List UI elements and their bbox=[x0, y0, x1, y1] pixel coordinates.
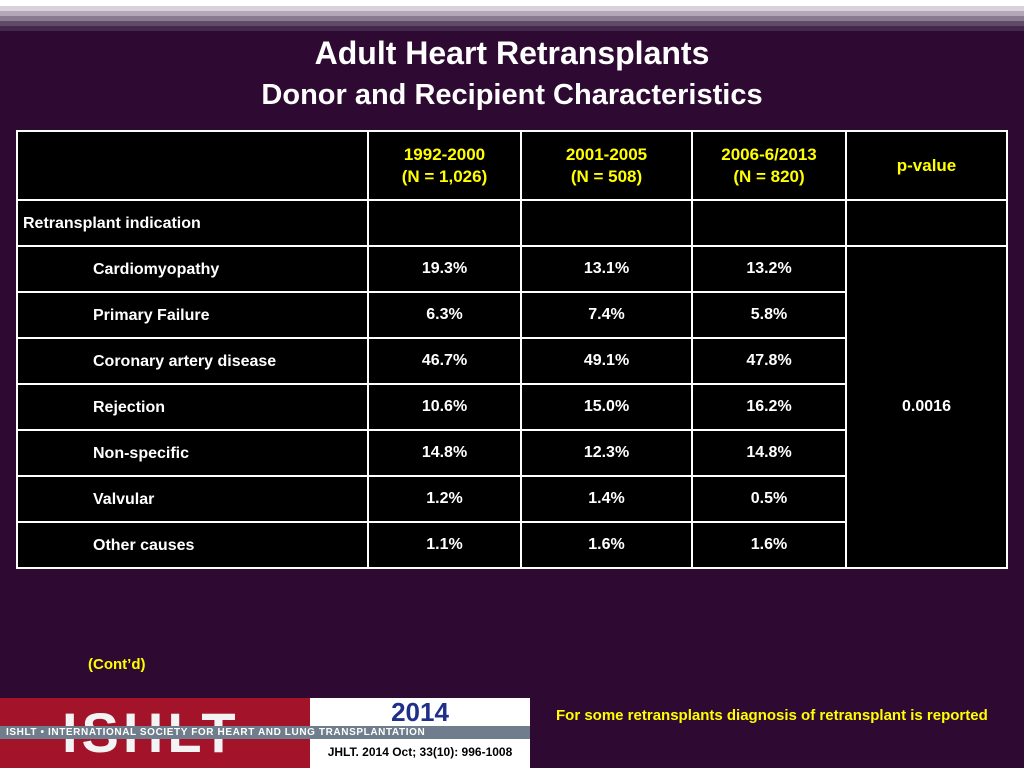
table-cell: 1.6% bbox=[520, 521, 693, 569]
row-label: Rejection bbox=[16, 383, 369, 431]
logo-band bbox=[0, 726, 530, 739]
header-1992-2000: 1992-2000 (N = 1,026) bbox=[367, 130, 522, 201]
table-cell: 47.8% bbox=[691, 337, 847, 385]
table-cell: 19.3% bbox=[367, 245, 522, 293]
p-value-cell: 0.0016 bbox=[845, 245, 1008, 569]
table-cell: 15.0% bbox=[520, 383, 693, 431]
footnote: For some retransplants diagnosis of retr… bbox=[556, 707, 988, 724]
row-label: Non-specific bbox=[16, 429, 369, 477]
page-title: Adult Heart Retransplants bbox=[314, 35, 710, 71]
table-cell: 46.7% bbox=[367, 337, 522, 385]
row-label: Cardiomyopathy bbox=[16, 245, 369, 293]
table-row: Non-specific 14.8% 12.3% 14.8% bbox=[16, 429, 1007, 477]
table-cell: 13.1% bbox=[520, 245, 693, 293]
characteristics-table: 1992-2000 (N = 1,026) 2001-2005 (N = 508) … bbox=[16, 130, 1008, 569]
empty-header-cell bbox=[16, 130, 369, 201]
section-label: Retransplant indication bbox=[16, 199, 369, 247]
table-row: Rejection 10.6% 15.0% 16.2% bbox=[16, 383, 1007, 431]
table-row: Other causes 1.1% 1.6% 1.6% bbox=[16, 521, 1007, 569]
table-cell: 1.2% bbox=[367, 475, 522, 523]
table-cell: 1.4% bbox=[520, 475, 693, 523]
table-cell: 6.3% bbox=[367, 291, 522, 339]
table-cell: 16.2% bbox=[691, 383, 847, 431]
table-row: Primary Failure 6.3% 7.4% 5.8% bbox=[16, 291, 1007, 339]
table-row: Cardiomyopathy 19.3% 13.1% 13.2% 0.0016 bbox=[16, 245, 1008, 569]
table-cell: 1.6% bbox=[691, 521, 847, 569]
continued-note: (Cont’d) bbox=[88, 656, 146, 673]
citation: JHLT. 2014 Oct; 33(10): 996-1008 bbox=[327, 745, 513, 759]
table-cell: 10.6% bbox=[367, 383, 522, 431]
logo-year: 2014 bbox=[391, 697, 449, 727]
table-cell: 14.8% bbox=[691, 429, 847, 477]
table-cell: 12.3% bbox=[520, 429, 693, 477]
table-cell: 7.4% bbox=[520, 291, 693, 339]
row-label: Other causes bbox=[16, 521, 369, 569]
row-label: Coronary artery disease bbox=[16, 337, 369, 385]
table-cell: 5.8% bbox=[691, 291, 847, 339]
row-label: Valvular bbox=[16, 475, 369, 523]
table-cell: 13.2% bbox=[691, 245, 847, 293]
top-decorative-stripes bbox=[0, 0, 1024, 34]
table-row: Coronary artery disease 46.7% 49.1% 47.8… bbox=[16, 337, 1007, 385]
table-header-row: 1992-2000 (N = 1,026) 2001-2005 (N = 508) … bbox=[16, 130, 1008, 201]
header-2006-2013: 2006-6/2013 (N = 820) bbox=[691, 130, 847, 201]
row-label: Primary Failure bbox=[16, 291, 369, 339]
page-subtitle: Donor and Recipient Characteristics bbox=[261, 79, 763, 111]
table-cell: 0.5% bbox=[691, 475, 847, 523]
header-2001-2005: 2001-2005 (N = 508) bbox=[520, 130, 693, 201]
logo-band-text: ISHLT • INTERNATIONAL SOCIETY FOR HEART … bbox=[6, 727, 426, 738]
table-cell: 49.1% bbox=[520, 337, 693, 385]
table-cell: 1.1% bbox=[367, 521, 522, 569]
ishlt-logo: ISHLT ISHLT • INTERNATIONAL SOCIETY FOR … bbox=[0, 698, 530, 768]
section-row: Retransplant indication bbox=[16, 199, 1008, 247]
table-cell: 14.8% bbox=[367, 429, 522, 477]
table-row: Valvular 1.2% 1.4% 0.5% bbox=[16, 475, 1007, 523]
header-p-value: p-value bbox=[845, 130, 1008, 201]
